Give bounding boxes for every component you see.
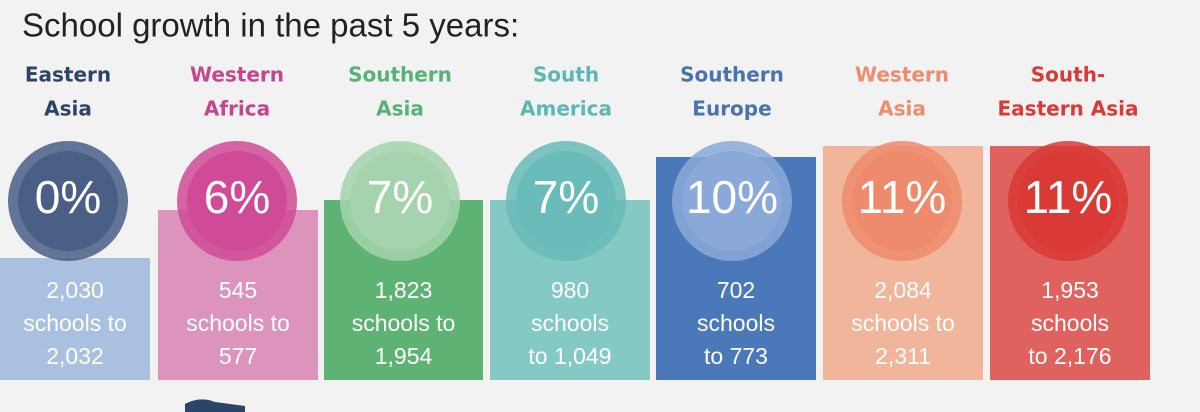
growth: 11% — [1024, 171, 1113, 223]
bar — [0, 258, 150, 380]
region-name: Western — [190, 63, 284, 87]
detail: schools — [697, 310, 775, 336]
detail: 2,084 — [874, 277, 932, 303]
detail: to 773 — [704, 343, 768, 369]
circle — [18, 151, 118, 251]
detail: 2,030 — [46, 277, 104, 303]
growth: 7% — [367, 171, 433, 223]
region-name: America — [520, 97, 612, 121]
detail: 2,311 — [875, 343, 931, 369]
region-name: South- — [1031, 63, 1105, 87]
detail: 2,032 — [46, 343, 104, 369]
region-name: Europe — [692, 97, 771, 121]
circle — [1018, 151, 1118, 251]
region-name: Western — [855, 63, 949, 87]
detail: 980 — [551, 277, 589, 303]
region-name: Eastern — [25, 63, 111, 87]
region-name: Asia — [376, 97, 424, 121]
growth: 11% — [858, 171, 947, 223]
detail: 545 — [219, 277, 257, 303]
growth: 6% — [204, 171, 270, 223]
growth: 10% — [686, 171, 778, 223]
decoration — [185, 399, 245, 412]
region-name: Africa — [204, 97, 270, 121]
detail: schools to — [23, 310, 127, 336]
circle — [350, 151, 450, 251]
detail: 1,953 — [1041, 277, 1099, 303]
detail: 1,954 — [375, 343, 433, 369]
detail: schools — [1031, 310, 1109, 336]
region-name: Southern — [680, 63, 784, 87]
title: School growth in the past 5 years: — [22, 7, 519, 44]
circle — [516, 151, 616, 251]
region-name: Eastern Asia — [998, 97, 1139, 121]
detail: 577 — [219, 343, 257, 369]
growth: 7% — [533, 171, 599, 223]
region-name: South — [533, 63, 599, 87]
detail: schools to — [352, 310, 456, 336]
circle — [852, 151, 952, 251]
detail: to 1,049 — [528, 343, 611, 369]
detail: to 2,176 — [1028, 343, 1111, 369]
region-name: Southern — [348, 63, 452, 87]
circle — [187, 151, 287, 251]
detail: schools — [531, 310, 609, 336]
detail: schools to — [186, 310, 290, 336]
detail: schools to — [851, 310, 955, 336]
region-name: Asia — [878, 97, 926, 121]
region-name: Asia — [44, 97, 92, 121]
detail: 1,823 — [375, 277, 433, 303]
growth: 0% — [35, 171, 101, 223]
detail: 702 — [717, 277, 755, 303]
circle — [682, 151, 782, 251]
